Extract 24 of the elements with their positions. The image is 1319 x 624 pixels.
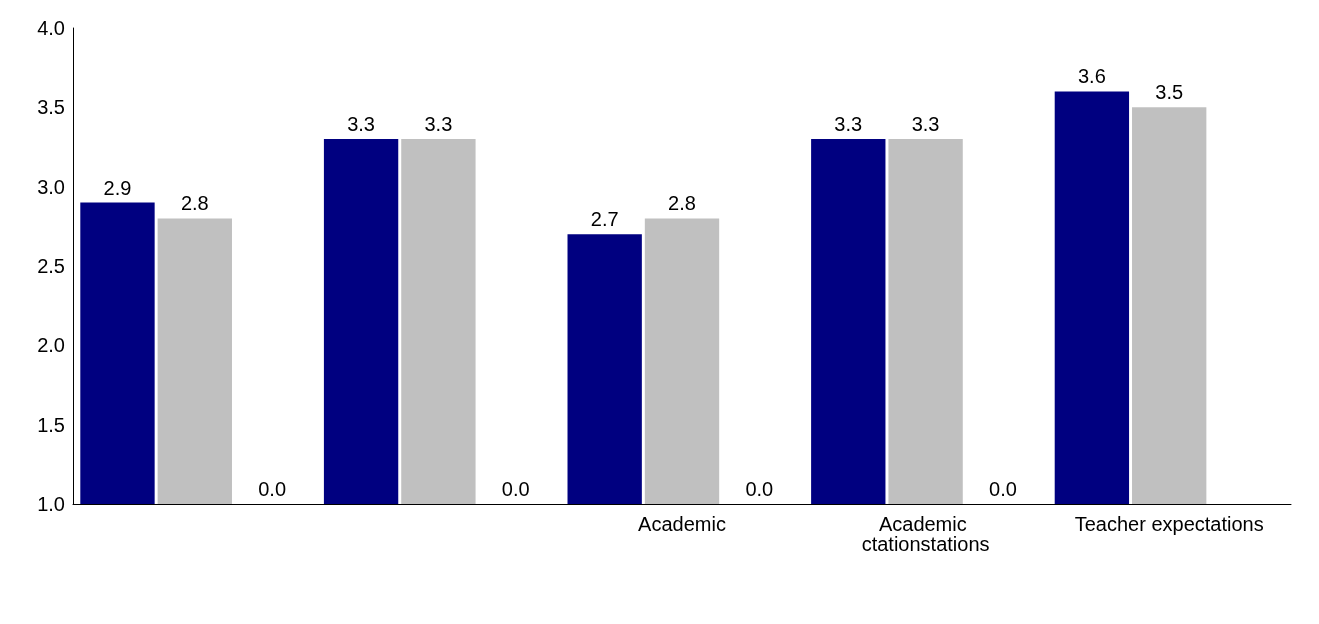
data-label: 2.9 bbox=[103, 176, 132, 199]
data-label: 3.6 bbox=[1077, 65, 1106, 88]
data-label: 3.3 bbox=[911, 113, 940, 136]
text: 0.0 bbox=[989, 478, 1017, 500]
data-label: 3.3 bbox=[424, 113, 453, 136]
x-tick-label: Academic bbox=[638, 513, 726, 535]
y-tick-label: 3.0 bbox=[37, 175, 65, 198]
text: 0.0 bbox=[258, 478, 287, 500]
data-label: 3.3 bbox=[347, 113, 375, 136]
data-label: 2.8 bbox=[668, 192, 696, 215]
data-label: 3.3 bbox=[834, 113, 863, 136]
y-tick-label: 3.5 bbox=[37, 96, 65, 119]
y-tick-label: 2.5 bbox=[37, 255, 65, 277]
y-tick-label: 4.0 bbox=[37, 17, 65, 39]
y-tick-label: 2.0 bbox=[37, 334, 65, 357]
text: 0.0 bbox=[501, 478, 530, 500]
data-label: 2.7 bbox=[590, 208, 619, 231]
text: 0.0 bbox=[745, 478, 774, 500]
data-label: 3.5 bbox=[1155, 81, 1184, 104]
x-tick-label: Teacher expectations bbox=[1074, 513, 1264, 535]
x-tick-label: Academic ctationstations bbox=[861, 513, 990, 555]
y-tick-label: 1.0 bbox=[37, 493, 65, 515]
data-label: 2.8 bbox=[180, 192, 209, 215]
y-tick-label: 1.5 bbox=[37, 413, 65, 436]
